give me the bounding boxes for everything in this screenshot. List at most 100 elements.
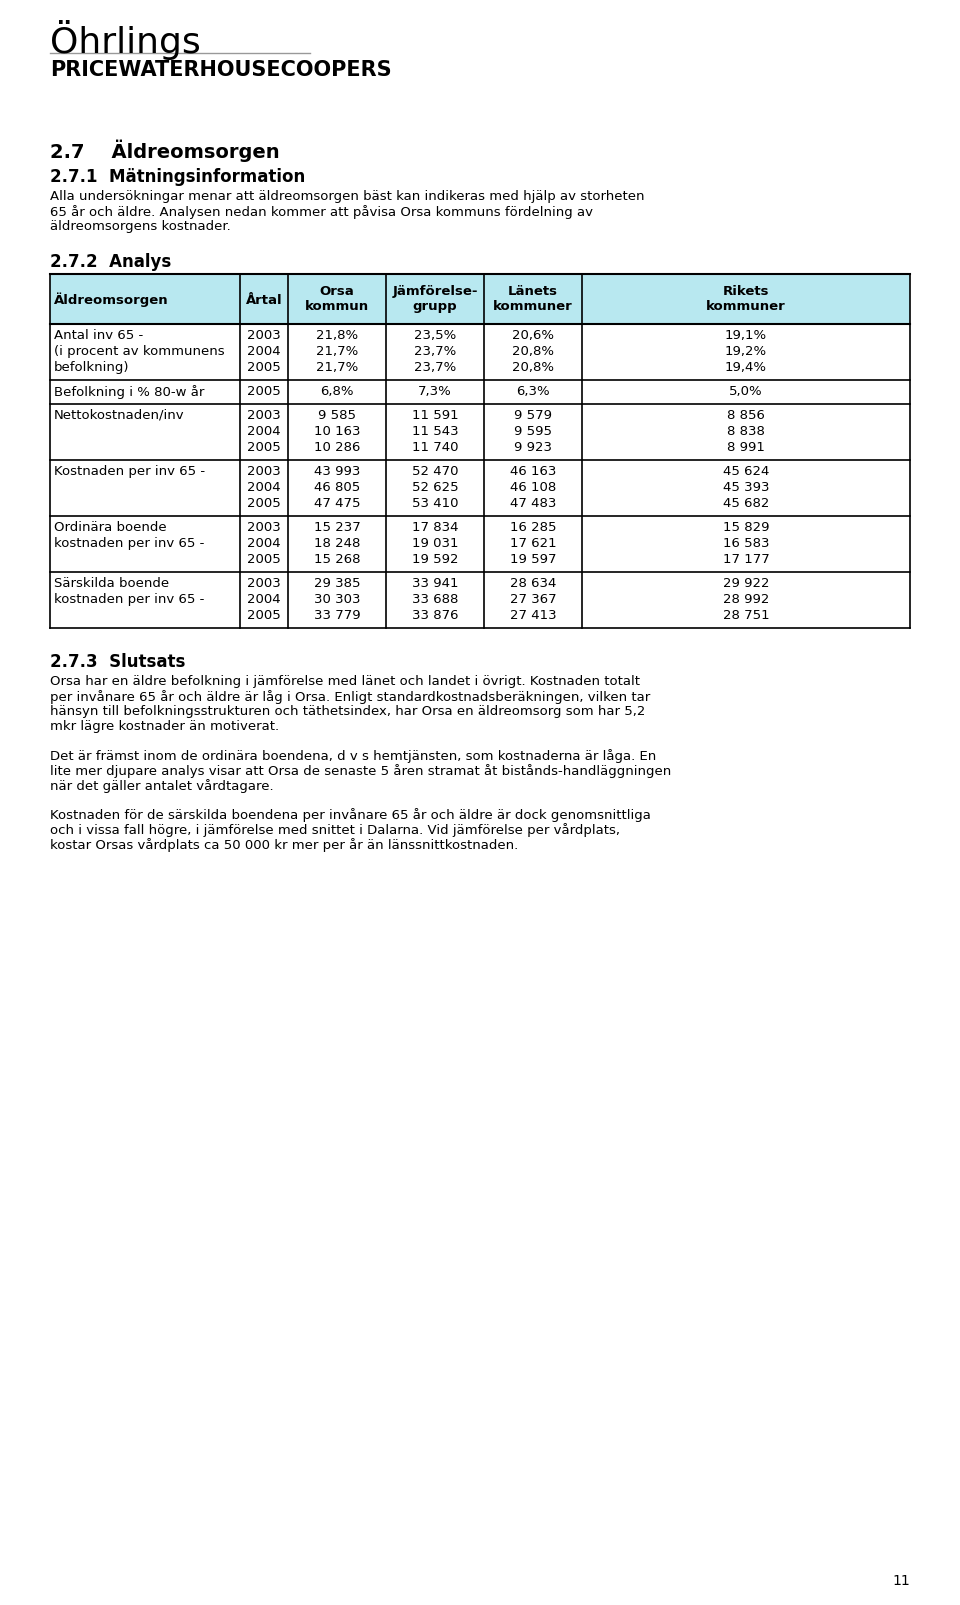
Text: 28 634: 28 634: [510, 576, 556, 589]
Text: 2005: 2005: [247, 361, 281, 374]
Text: 2004: 2004: [247, 536, 281, 549]
Text: 2005: 2005: [247, 441, 281, 454]
Text: 9 579: 9 579: [514, 409, 552, 422]
Text: 21,7%: 21,7%: [316, 361, 358, 374]
Text: Äldreomsorgen: Äldreomsorgen: [54, 292, 169, 307]
Text: 10 286: 10 286: [314, 441, 360, 454]
Text: 2.7.2  Analys: 2.7.2 Analys: [50, 254, 171, 271]
Text: Särskilda boende: Särskilda boende: [54, 576, 169, 589]
Text: 28 992: 28 992: [723, 592, 769, 605]
Text: 21,8%: 21,8%: [316, 329, 358, 342]
Text: 21,7%: 21,7%: [316, 345, 358, 358]
Text: Rikets: Rikets: [723, 284, 769, 299]
Text: när det gäller antalet vårdtagare.: när det gäller antalet vårdtagare.: [50, 778, 274, 793]
Bar: [50, 324, 910, 380]
Text: 23,7%: 23,7%: [414, 361, 456, 374]
Text: 10 163: 10 163: [314, 425, 360, 438]
Text: hänsyn till befolkningsstrukturen och täthetsindex, har Orsa en äldreomsorg som : hänsyn till befolkningsstrukturen och tä…: [50, 705, 645, 717]
Text: 15 268: 15 268: [314, 552, 360, 565]
Text: mkr lägre kostnader än motiverat.: mkr lägre kostnader än motiverat.: [50, 719, 279, 732]
Text: 27 413: 27 413: [510, 608, 556, 621]
Text: 52 625: 52 625: [412, 482, 458, 494]
Text: 28 751: 28 751: [723, 608, 769, 621]
Text: kommun: kommun: [305, 300, 369, 313]
Text: 9 595: 9 595: [514, 425, 552, 438]
Text: 19 031: 19 031: [412, 536, 458, 549]
Text: Jämförelse-: Jämförelse-: [393, 284, 478, 299]
Text: 2005: 2005: [247, 385, 281, 398]
Bar: [50, 573, 910, 629]
Text: 33 876: 33 876: [412, 608, 458, 621]
Text: Kostnaden för de särskilda boendena per invånare 65 år och äldre är dock genomsn: Kostnaden för de särskilda boendena per …: [50, 807, 651, 822]
Text: 6,8%: 6,8%: [321, 385, 353, 398]
Bar: [50, 461, 910, 517]
Text: kostar Orsas vårdplats ca 50 000 kr mer per år än länssnittkostnaden.: kostar Orsas vårdplats ca 50 000 kr mer …: [50, 838, 518, 851]
Text: 16 583: 16 583: [723, 536, 769, 549]
Text: 2003: 2003: [247, 520, 281, 534]
Text: Orsa har en äldre befolkning i jämförelse med länet och landet i övrigt. Kostnad: Orsa har en äldre befolkning i jämförels…: [50, 674, 640, 687]
Text: 45 682: 45 682: [723, 496, 769, 510]
Text: 33 779: 33 779: [314, 608, 360, 621]
Text: 15 829: 15 829: [723, 520, 769, 534]
Text: 16 285: 16 285: [510, 520, 556, 534]
Text: 15 237: 15 237: [314, 520, 360, 534]
Text: 19 597: 19 597: [510, 552, 556, 565]
Text: Årtal: Årtal: [246, 294, 282, 307]
Text: 65 år och äldre. Analysen nedan kommer att påvisa Orsa kommuns fördelning av: 65 år och äldre. Analysen nedan kommer a…: [50, 205, 593, 218]
Text: 8 856: 8 856: [727, 409, 765, 422]
Text: 2003: 2003: [247, 465, 281, 478]
Text: 2004: 2004: [247, 425, 281, 438]
Text: 20,6%: 20,6%: [512, 329, 554, 342]
Text: 17 834: 17 834: [412, 520, 458, 534]
Text: 2005: 2005: [247, 552, 281, 565]
Text: 19,2%: 19,2%: [725, 345, 767, 358]
Text: lite mer djupare analys visar att Orsa de senaste 5 åren stramat åt bistånds-han: lite mer djupare analys visar att Orsa d…: [50, 764, 671, 777]
Text: äldreomsorgens kostnader.: äldreomsorgens kostnader.: [50, 220, 230, 233]
Text: 29 922: 29 922: [723, 576, 769, 589]
Text: 11 591: 11 591: [412, 409, 458, 422]
Text: PRICEWATERHOUSECOOPERS: PRICEWATERHOUSECOOPERS: [50, 59, 392, 80]
Text: och i vissa fall högre, i jämförelse med snittet i Dalarna. Vid jämförelse per v: och i vissa fall högre, i jämförelse med…: [50, 822, 620, 836]
Bar: [50, 404, 910, 461]
Text: 47 475: 47 475: [314, 496, 360, 510]
Text: 2003: 2003: [247, 576, 281, 589]
Text: Alla undersökningar menar att äldreomsorgen bäst kan indikeras med hjälp av stor: Alla undersökningar menar att äldreomsor…: [50, 189, 644, 202]
Text: 43 993: 43 993: [314, 465, 360, 478]
Text: Länets: Länets: [508, 284, 558, 299]
Text: 6,3%: 6,3%: [516, 385, 550, 398]
Text: 23,5%: 23,5%: [414, 329, 456, 342]
Text: 2.7.3  Slutsats: 2.7.3 Slutsats: [50, 653, 185, 671]
Text: Öhrlings: Öhrlings: [50, 19, 201, 59]
Bar: [50, 380, 910, 404]
Text: 11: 11: [892, 1573, 910, 1587]
Text: 2.7    Äldreomsorgen: 2.7 Äldreomsorgen: [50, 140, 279, 162]
Text: 52 470: 52 470: [412, 465, 458, 478]
Text: Antal inv 65 -: Antal inv 65 -: [54, 329, 143, 342]
Text: 33 688: 33 688: [412, 592, 458, 605]
Text: Orsa: Orsa: [320, 284, 354, 299]
Text: Ordinära boende: Ordinära boende: [54, 520, 167, 534]
Text: 53 410: 53 410: [412, 496, 458, 510]
Text: 17 177: 17 177: [723, 552, 769, 565]
Text: 27 367: 27 367: [510, 592, 556, 605]
Text: 19,4%: 19,4%: [725, 361, 767, 374]
Text: per invånare 65 år och äldre är låg i Orsa. Enligt standardkostnadsberäkningen, : per invånare 65 år och äldre är låg i Or…: [50, 690, 650, 703]
Text: 11 740: 11 740: [412, 441, 458, 454]
Text: 2005: 2005: [247, 496, 281, 510]
Text: kommuner: kommuner: [493, 300, 573, 313]
Text: 2005: 2005: [247, 608, 281, 621]
Text: kommuner: kommuner: [707, 300, 786, 313]
Text: 46 163: 46 163: [510, 465, 556, 478]
Text: (i procent av kommunens: (i procent av kommunens: [54, 345, 225, 358]
Text: 7,3%: 7,3%: [419, 385, 452, 398]
Text: 29 385: 29 385: [314, 576, 360, 589]
Text: 18 248: 18 248: [314, 536, 360, 549]
Text: 33 941: 33 941: [412, 576, 458, 589]
Text: 2004: 2004: [247, 482, 281, 494]
Bar: [50, 274, 910, 324]
Text: 20,8%: 20,8%: [512, 345, 554, 358]
Text: 2004: 2004: [247, 592, 281, 605]
Text: 19,1%: 19,1%: [725, 329, 767, 342]
Text: 9 923: 9 923: [514, 441, 552, 454]
Text: 2003: 2003: [247, 409, 281, 422]
